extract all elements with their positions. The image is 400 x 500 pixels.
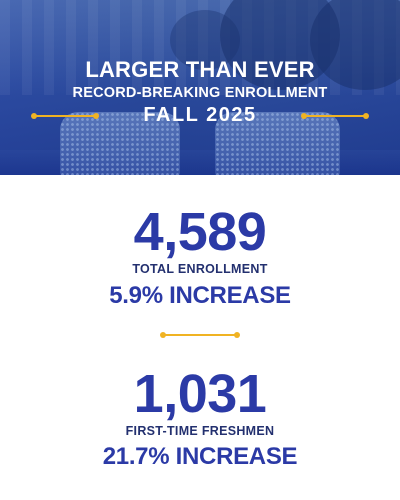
hero-term: FALL 2025 — [143, 104, 257, 126]
freshmen-label: FIRST-TIME FRESHMEN — [125, 424, 275, 438]
hero-banner: LARGER THAN EVER RECORD-BREAKING ENROLLM… — [0, 0, 400, 175]
student-crowd-formation — [215, 112, 340, 175]
background-tree — [310, 0, 400, 90]
hero-term-row: FALL 2025 — [0, 104, 400, 128]
accent-line-left — [31, 113, 99, 119]
hero-subtitle: RECORD-BREAKING ENROLLMENT — [72, 85, 328, 101]
freshmen-number: 1,031 — [133, 364, 267, 424]
accent-line-right — [301, 113, 369, 119]
section-divider — [160, 332, 240, 338]
background-tree — [170, 10, 240, 70]
total-enrollment-label: TOTAL ENROLLMENT — [132, 262, 268, 276]
total-enrollment-number: 4,589 — [133, 202, 267, 262]
freshmen-change: 21.7% INCREASE — [102, 443, 298, 470]
hero-title: LARGER THAN EVER — [85, 57, 315, 82]
total-enrollment-change: 5.9% INCREASE — [109, 282, 291, 309]
student-crowd-formation — [60, 112, 180, 175]
